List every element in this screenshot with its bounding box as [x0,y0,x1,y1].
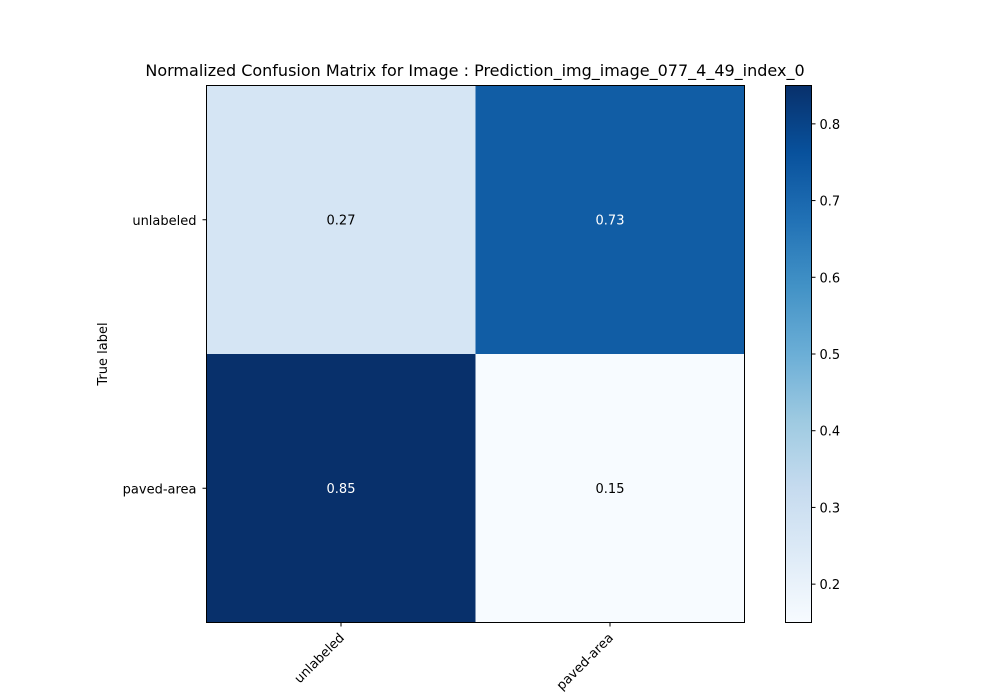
colorbar-tick-label: 0.5 [820,348,841,363]
colorbar [785,85,812,623]
colorbar-tick-label: 0.6 [820,271,841,286]
matrix-cell [475,354,745,623]
cell-value-label: 0.73 [596,213,625,228]
cell-value-label: 0.27 [327,213,356,228]
cell-value-label: 0.15 [596,482,625,497]
matrix-cell-labels: 0.27 0.73 0.85 0.15 [327,213,625,497]
y-tick-label: unlabeled [132,214,196,229]
y-axis-ticks: unlabeled paved-area [123,214,207,497]
cell-value-label: 0.85 [327,482,356,497]
colorbar-tick-label: 0.3 [820,501,841,516]
x-axis-ticks: unlabeled paved-area [292,622,617,694]
matrix-cell [206,354,476,623]
matrix-cell [206,85,476,354]
chart-title: Normalized Confusion Matrix for Image : … [145,61,804,81]
matrix-cell [475,85,745,354]
x-tick-label: paved-area [554,631,617,694]
colorbar-tick-label: 0.8 [820,118,841,133]
x-tick-label: unlabeled [292,631,348,687]
y-tick-label: paved-area [123,482,197,497]
colorbar-tick-label: 0.2 [820,578,841,593]
colorbar-tick-label: 0.7 [820,195,841,210]
colorbar-tick-label: 0.4 [820,425,841,440]
matrix-cells [206,85,745,623]
plot-frame [206,85,745,623]
colorbar-ticks: 0.2 0.3 0.4 0.5 0.6 0.7 0.8 [811,118,841,593]
y-axis-label: True label [96,322,111,386]
